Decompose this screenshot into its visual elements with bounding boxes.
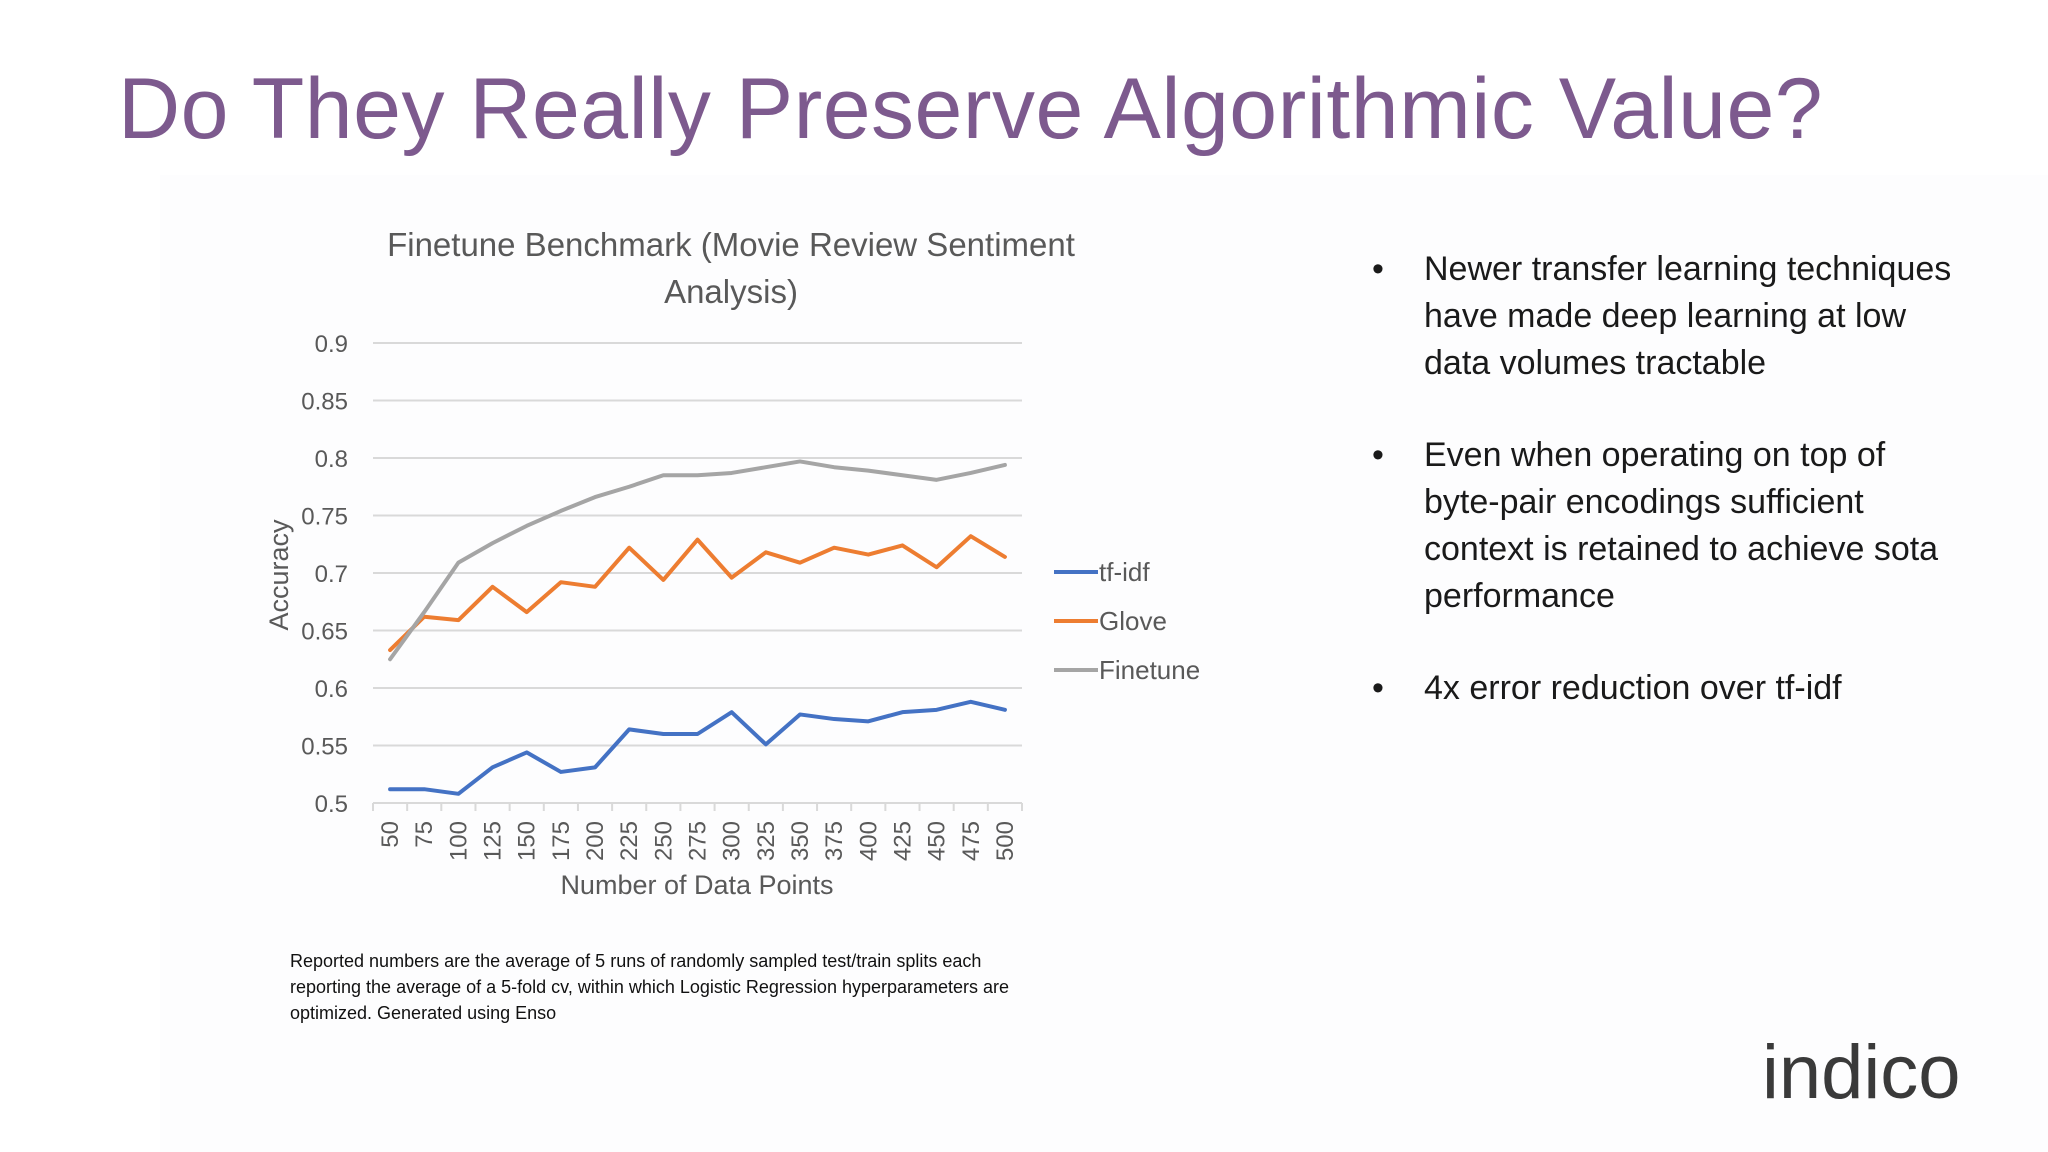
bullet-item: Even when operating on top of byte-pair … [1370, 432, 1970, 620]
x-axis-ticks: 50 75 100 125 150 175 200 225 250 275 300 325 350 375… [372, 803, 1023, 861]
chart-title-line-2: Analysis) [664, 273, 798, 310]
y-tick-label: 0.85 [301, 389, 348, 416]
bullet-item: Newer transfer learning techniques have … [1370, 246, 1970, 387]
y-tick-label: 0.8 [315, 446, 348, 473]
x-tick-label: 450 [924, 821, 951, 861]
x-tick-label: 375 [821, 821, 848, 861]
y-tick-label: 0.65 [301, 619, 348, 646]
x-tick-label: 75 [411, 821, 438, 848]
x-tick-label: 50 [377, 821, 404, 848]
indico-logo: indico [1762, 1030, 1961, 1110]
x-tick-label: 200 [582, 821, 609, 861]
x-tick-label: 475 [958, 821, 985, 861]
y-tick-label: 0.5 [315, 791, 348, 818]
x-tick-label: 325 [753, 821, 780, 861]
x-tick-label: 400 [855, 821, 882, 861]
x-tick-label: 500 [992, 821, 1019, 861]
logo-text: indico [1762, 1030, 1961, 1110]
legend-label: Glove [1099, 606, 1167, 636]
chart-title: Finetune Benchmark (Movie Review Sentime… [387, 226, 1075, 310]
slide-title: Do They Really Preserve Algorithmic Valu… [118, 61, 1824, 157]
chart-title-line-1: Finetune Benchmark (Movie Review Sentime… [387, 226, 1075, 263]
x-tick-label: 225 [616, 821, 643, 861]
legend-label: tf-idf [1099, 557, 1150, 587]
x-tick-label: 150 [514, 821, 541, 861]
bullet-list: Newer transfer learning techniques have … [1370, 246, 1970, 757]
y-tick-label: 0.9 [315, 331, 348, 358]
x-tick-label: 300 [719, 821, 746, 861]
chart-legend: tf-idf Glove Finetune [1054, 557, 1200, 685]
y-tick-label: 0.75 [301, 504, 348, 531]
series-lines [388, 459, 1007, 796]
y-tick-label: 0.55 [301, 734, 348, 761]
bullet-item: 4x error reduction over tf-idf [1370, 665, 1970, 712]
x-axis-label: Number of Data Points [560, 870, 833, 900]
x-tick-label: 425 [889, 821, 916, 861]
footnote: Reported numbers are the average of 5 ru… [290, 951, 1010, 1023]
x-tick-label: 100 [445, 821, 472, 861]
y-axis-label: Accuracy [264, 519, 294, 631]
legend-label: Finetune [1099, 655, 1200, 685]
x-tick-label: 125 [480, 821, 507, 861]
x-tick-label: 350 [787, 821, 814, 861]
series-line-tf-idf [388, 699, 1007, 796]
y-axis-ticks: 0.5 0.55 0.6 0.65 0.7 0.75 0.8 0.85 0.9 [301, 331, 348, 818]
series-line-glove [388, 534, 1007, 653]
x-tick-label: 275 [685, 821, 712, 861]
x-tick-label: 175 [548, 821, 575, 861]
y-tick-label: 0.6 [315, 676, 348, 703]
x-tick-label: 250 [650, 821, 677, 861]
y-tick-label: 0.7 [315, 561, 348, 588]
gridlines [373, 342, 1022, 804]
series-line-finetune [388, 459, 1007, 662]
